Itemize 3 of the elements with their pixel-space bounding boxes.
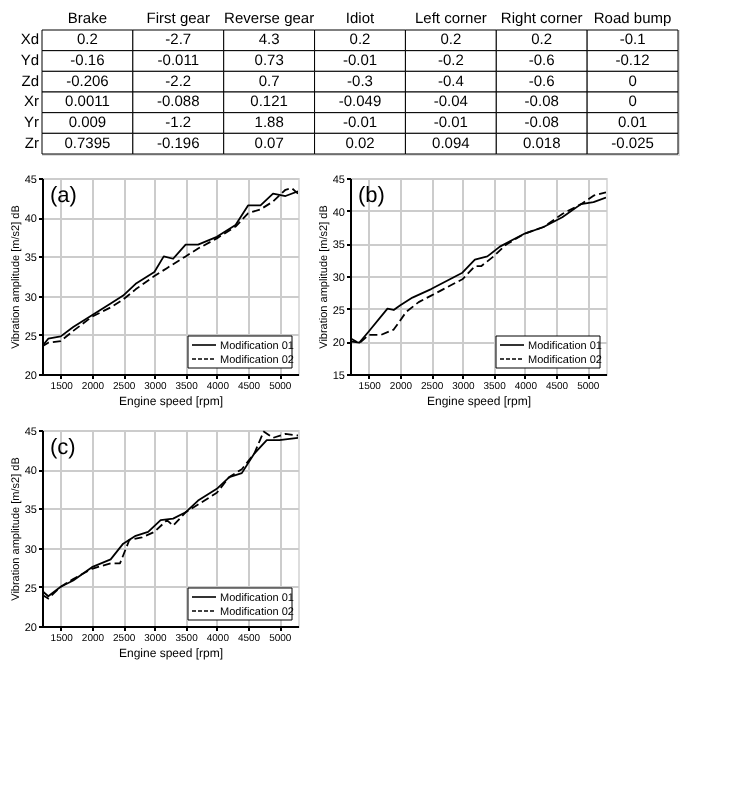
annotation: (c) <box>50 436 76 460</box>
annotation: (b) <box>358 184 385 208</box>
annotation: (a) <box>50 184 77 208</box>
